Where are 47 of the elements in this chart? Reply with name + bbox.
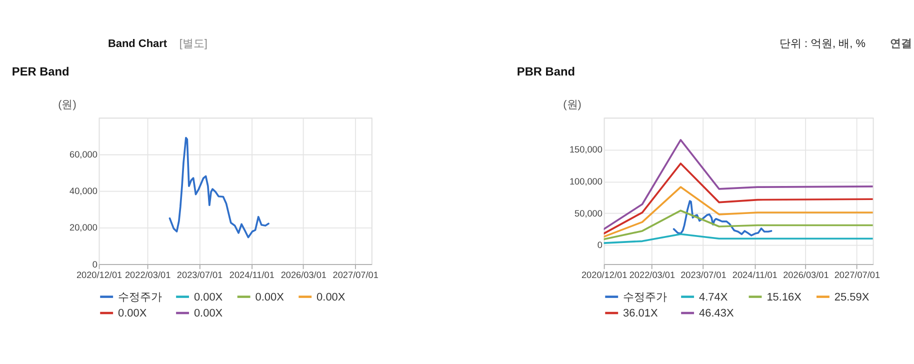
legend-label: 0.00X: [118, 308, 148, 320]
line-series: [604, 186, 873, 238]
y-axis-title: (원): [58, 99, 76, 112]
y-tick-label: 50,000: [574, 208, 602, 218]
line-series: [168, 136, 270, 238]
y-tick-label: 0: [597, 240, 602, 250]
y-tick-label: 100,000: [569, 176, 602, 187]
legend-label: 15.16X: [766, 291, 802, 304]
line-series: [604, 233, 873, 244]
chart-title: PER Band: [12, 64, 70, 79]
legend-label: 0.00X: [316, 291, 346, 304]
x-tick-label: 2027/07/01: [834, 270, 880, 280]
x-tick-label: 2020/12/01: [76, 270, 122, 280]
x-tick-label: 2026/03/01: [280, 270, 326, 280]
x-tick-label: 2027/07/01: [332, 270, 378, 280]
x-tick-label: 2022/03/01: [629, 270, 676, 280]
legend-label: 36.01X: [623, 308, 659, 320]
y-tick-label: 40,000: [70, 186, 98, 196]
x-tick-label: 2020/12/01: [581, 270, 628, 280]
line-series: [604, 210, 873, 240]
y-tick-label: 60,000: [70, 149, 98, 160]
legend-label: 0.00X: [194, 308, 224, 320]
x-tick-label: 2026/03/01: [783, 270, 829, 280]
y-axis-title: (원): [563, 99, 582, 112]
y-tick-label: 0: [92, 259, 98, 270]
legend-label: 수정주가: [118, 291, 162, 304]
legend-label: 0.00X: [255, 291, 285, 304]
legend-label: 25.59X: [834, 291, 870, 304]
text: [별도]: [179, 38, 208, 50]
x-tick-label: 2023/07/01: [176, 270, 223, 280]
y-tick-label: 150,000: [569, 144, 602, 155]
legend-label: 수정주가: [623, 291, 668, 304]
x-tick-label: 2024/11/01: [229, 270, 274, 280]
line-series: [604, 139, 873, 230]
text: 단위 : 억원, 배, %: [779, 38, 866, 50]
x-tick-label: 2024/11/01: [732, 270, 778, 280]
x-tick-label: 2022/03/01: [124, 270, 171, 280]
legend-label: 46.43X: [698, 308, 734, 320]
line-series: [672, 200, 772, 236]
line-series: [604, 162, 873, 234]
text: Band Chart: [108, 38, 168, 50]
chart-title: PBR Band: [516, 64, 575, 79]
legend-label: 4.74X: [698, 291, 728, 304]
x-tick-label: 2023/07/01: [680, 270, 726, 280]
text: 연결: [890, 38, 912, 50]
y-tick-label: 20,000: [70, 222, 98, 233]
legend-label: 0.00X: [194, 291, 224, 304]
